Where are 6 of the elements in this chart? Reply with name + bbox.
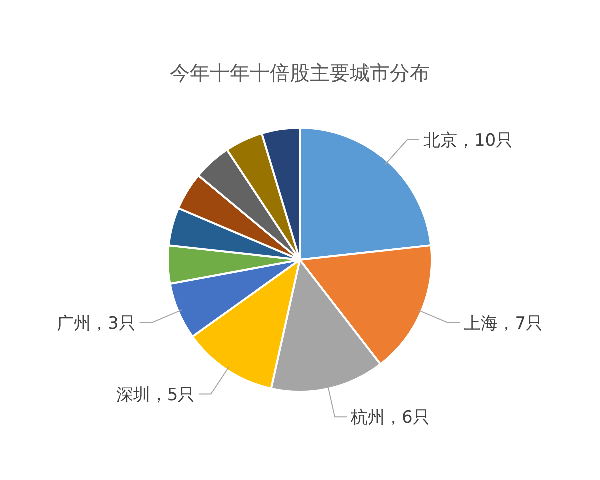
chart-title: 今年十年十倍股主要城市分布 bbox=[170, 62, 430, 85]
slice-label: 杭州，6只 bbox=[350, 408, 430, 428]
slice-label: 深圳，5只 bbox=[116, 385, 196, 406]
slice-label: 广州，3只 bbox=[56, 314, 136, 334]
slice-label: 北京，10只 bbox=[423, 131, 514, 152]
slice-label: 上海，7只 bbox=[464, 314, 544, 334]
